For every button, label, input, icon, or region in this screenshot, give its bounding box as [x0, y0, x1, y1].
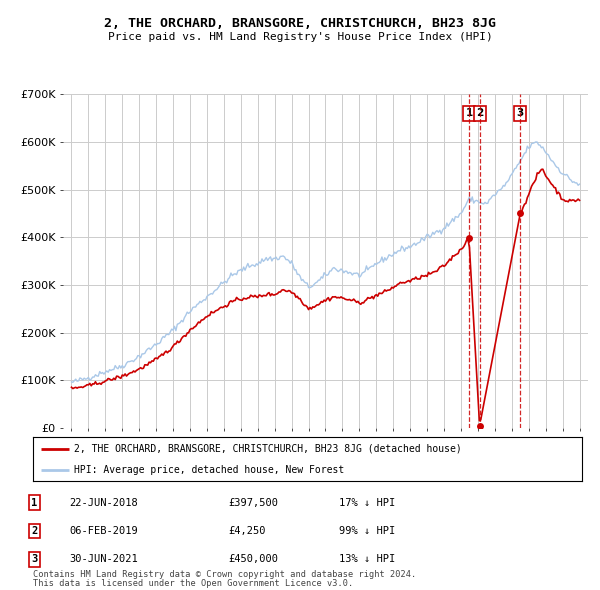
Text: 3: 3 — [517, 109, 524, 119]
Text: 22-JUN-2018: 22-JUN-2018 — [69, 498, 138, 507]
Text: HPI: Average price, detached house, New Forest: HPI: Average price, detached house, New … — [74, 465, 344, 475]
Text: 99% ↓ HPI: 99% ↓ HPI — [339, 526, 395, 536]
Text: 06-FEB-2019: 06-FEB-2019 — [69, 526, 138, 536]
Text: 2: 2 — [31, 526, 37, 536]
Text: £450,000: £450,000 — [228, 555, 278, 564]
Text: This data is licensed under the Open Government Licence v3.0.: This data is licensed under the Open Gov… — [33, 579, 353, 588]
Text: 1: 1 — [31, 498, 37, 507]
Text: 1: 1 — [466, 109, 473, 119]
Text: 2: 2 — [476, 109, 483, 119]
Text: 17% ↓ HPI: 17% ↓ HPI — [339, 498, 395, 507]
Text: 2, THE ORCHARD, BRANSGORE, CHRISTCHURCH, BH23 8JG: 2, THE ORCHARD, BRANSGORE, CHRISTCHURCH,… — [104, 17, 496, 30]
Text: Contains HM Land Registry data © Crown copyright and database right 2024.: Contains HM Land Registry data © Crown c… — [33, 571, 416, 579]
Text: 30-JUN-2021: 30-JUN-2021 — [69, 555, 138, 564]
Text: 3: 3 — [31, 555, 37, 564]
Text: 13% ↓ HPI: 13% ↓ HPI — [339, 555, 395, 564]
Text: 2, THE ORCHARD, BRANSGORE, CHRISTCHURCH, BH23 8JG (detached house): 2, THE ORCHARD, BRANSGORE, CHRISTCHURCH,… — [74, 444, 462, 454]
Text: Price paid vs. HM Land Registry's House Price Index (HPI): Price paid vs. HM Land Registry's House … — [107, 32, 493, 42]
Text: £397,500: £397,500 — [228, 498, 278, 507]
Text: £4,250: £4,250 — [228, 526, 265, 536]
